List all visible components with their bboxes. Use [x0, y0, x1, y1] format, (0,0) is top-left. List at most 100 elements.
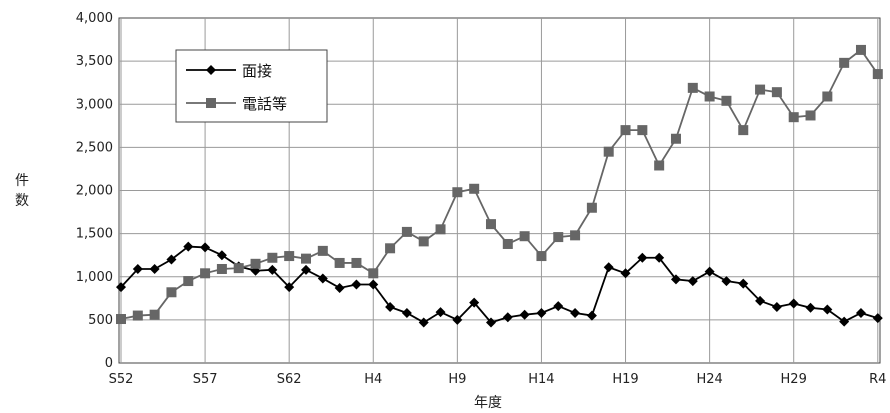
- data-point: [570, 230, 581, 241]
- data-point: [418, 317, 429, 328]
- legend-label: 電話等: [242, 95, 287, 113]
- data-point: [132, 263, 143, 274]
- data-point: [452, 187, 463, 198]
- data-point: [401, 226, 412, 237]
- data-point: [855, 307, 866, 318]
- data-point: [721, 276, 732, 287]
- data-point: [805, 110, 816, 121]
- y-axis-title-2: 数: [15, 193, 29, 209]
- y-tick-label: 3,000: [76, 97, 113, 112]
- legend-box: [175, 49, 328, 123]
- data-point: [738, 125, 749, 136]
- data-point: [334, 257, 345, 268]
- data-point: [469, 183, 480, 194]
- data-point: [872, 313, 883, 324]
- data-point: [317, 245, 328, 256]
- x-tick-label: S57: [193, 372, 218, 387]
- data-point: [502, 312, 513, 323]
- data-point: [183, 276, 194, 287]
- y-axis-ticks: 0 500 1,000 1,500 2,000 2,500 3,000 3,500 4,000: [76, 11, 113, 371]
- data-point: [839, 57, 850, 68]
- data-point: [822, 304, 833, 315]
- data-point: [654, 160, 665, 171]
- data-point: [755, 295, 766, 306]
- data-point: [132, 310, 143, 321]
- y-tick-label: 1,000: [76, 270, 113, 285]
- data-point: [586, 310, 597, 321]
- series-1: [116, 241, 883, 328]
- data-point: [368, 279, 379, 290]
- data-point: [704, 91, 715, 102]
- data-point: [738, 278, 749, 289]
- data-point: [300, 264, 311, 275]
- y-tick-label: 2,500: [76, 140, 113, 155]
- data-point: [704, 266, 715, 277]
- data-point: [216, 263, 227, 274]
- data-point: [435, 224, 446, 235]
- x-tick-label: S62: [277, 372, 302, 387]
- data-point: [519, 231, 530, 242]
- data-point: [300, 253, 311, 264]
- data-point: [822, 91, 833, 102]
- data-point: [519, 309, 530, 320]
- data-point: [654, 252, 665, 263]
- data-point: [216, 250, 227, 261]
- data-point: [183, 241, 194, 252]
- data-point: [116, 282, 126, 293]
- data-point: [603, 146, 614, 157]
- series-line: [120, 245, 879, 324]
- data-point: [855, 44, 866, 55]
- data-point: [872, 69, 883, 80]
- data-point: [401, 307, 412, 318]
- data-point: [637, 125, 648, 136]
- data-point: [637, 252, 648, 263]
- data-point: [267, 264, 278, 275]
- data-point: [687, 276, 698, 287]
- data-point: [839, 316, 850, 327]
- data-point: [536, 251, 547, 262]
- x-tick-label: H24: [696, 372, 722, 387]
- data-point: [149, 309, 160, 320]
- data-point: [670, 133, 681, 144]
- data-point: [284, 251, 295, 262]
- x-tick-label: H29: [781, 372, 807, 387]
- data-point: [351, 257, 362, 268]
- y-tick-label: 500: [88, 313, 113, 328]
- data-point: [250, 258, 261, 269]
- data-point: [284, 282, 295, 293]
- data-point: [755, 84, 766, 95]
- data-point: [452, 314, 463, 325]
- y-tick-label: 3,500: [76, 54, 113, 69]
- x-tick-label: H14: [528, 372, 554, 387]
- data-point: [620, 125, 631, 136]
- x-axis-ticks: S52 S57 S62 H4 H9 H14 H19 H24 H29 R4: [109, 372, 887, 387]
- data-point: [687, 82, 698, 93]
- x-axis-title: 年度: [474, 395, 502, 411]
- data-point: [166, 287, 177, 298]
- x-tick-label: R4: [869, 372, 886, 387]
- data-point: [200, 268, 211, 279]
- y-tick-label: 0: [105, 356, 113, 371]
- data-point: [620, 268, 631, 279]
- x-tick-label: H4: [364, 372, 382, 387]
- data-point: [317, 273, 328, 284]
- data-point: [771, 87, 782, 98]
- data-point: [788, 298, 799, 309]
- series-layer: [116, 44, 883, 328]
- data-point: [502, 238, 513, 249]
- y-axis-title-1: 件: [15, 173, 29, 189]
- data-point: [570, 307, 581, 318]
- data-point: [418, 236, 429, 247]
- data-point: [334, 282, 345, 293]
- x-tick-label: H19: [612, 372, 638, 387]
- data-point: [485, 317, 496, 328]
- data-point: [469, 297, 480, 308]
- data-point: [670, 274, 681, 285]
- data-point: [586, 202, 597, 213]
- y-tick-label: 4,000: [76, 11, 113, 26]
- legend-marker: [206, 65, 216, 75]
- x-tick-label: H9: [448, 372, 466, 387]
- y-tick-label: 2,000: [76, 184, 113, 199]
